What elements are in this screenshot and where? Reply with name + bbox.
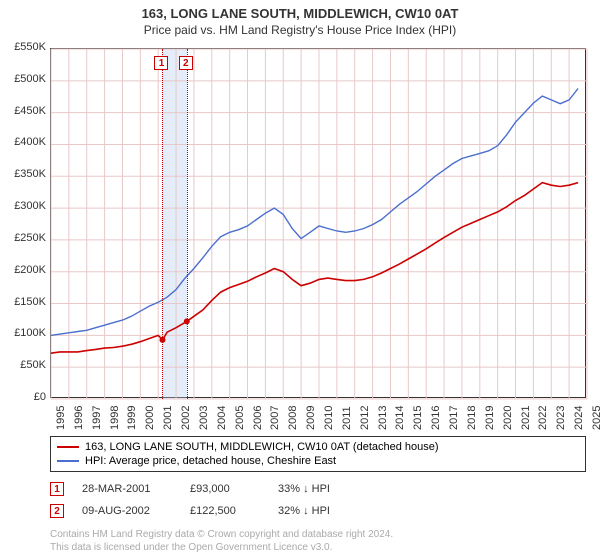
x-tick-label: 2011	[341, 406, 353, 430]
x-tick-label: 2022	[537, 406, 549, 430]
data-row-marker: 1	[50, 482, 64, 496]
marker-indicator-2: 2	[179, 56, 193, 70]
legend: 163, LONG LANE SOUTH, MIDDLEWICH, CW10 0…	[50, 436, 586, 472]
x-tick-label: 2019	[484, 406, 496, 430]
x-tick-label: 1996	[73, 406, 85, 430]
credits: Contains HM Land Registry data © Crown c…	[50, 528, 393, 554]
x-tick-label: 2013	[377, 406, 389, 430]
y-tick-label: £150K	[14, 296, 46, 308]
x-tick-label: 2016	[430, 406, 442, 430]
y-tick-label: £550K	[14, 41, 46, 53]
chart-subtitle: Price paid vs. HM Land Registry's House …	[0, 21, 600, 37]
y-tick-label: £300K	[14, 200, 46, 212]
y-tick-label: £250K	[14, 232, 46, 244]
x-tick-label: 2003	[198, 406, 210, 430]
legend-swatch	[57, 460, 79, 462]
data-row-pct: 32% ↓ HPI	[278, 505, 358, 517]
chart-svg	[51, 49, 587, 399]
x-tick-label: 2024	[573, 406, 585, 430]
x-tick-label: 2025	[591, 406, 600, 430]
x-tick-label: 2005	[234, 406, 246, 430]
marker-indicator-1: 1	[154, 56, 168, 70]
x-tick-label: 2001	[162, 406, 174, 430]
y-tick-label: £100K	[14, 327, 46, 339]
legend-item: 163, LONG LANE SOUTH, MIDDLEWICH, CW10 0…	[57, 440, 579, 454]
x-tick-label: 1999	[126, 406, 138, 430]
y-tick-label: £500K	[14, 73, 46, 85]
x-tick-label: 1997	[91, 406, 103, 430]
data-row-date: 09-AUG-2002	[82, 505, 172, 517]
x-tick-label: 2009	[305, 406, 317, 430]
x-tick-label: 2006	[252, 406, 264, 430]
y-tick-label: £450K	[14, 105, 46, 117]
data-row-pct: 33% ↓ HPI	[278, 483, 358, 495]
x-tick-label: 2007	[269, 406, 281, 430]
x-tick-label: 1998	[109, 406, 121, 430]
legend-label: HPI: Average price, detached house, Ches…	[85, 455, 336, 467]
data-row-price: £122,500	[190, 505, 260, 517]
x-tick-label: 2018	[466, 406, 478, 430]
plot-area	[50, 48, 586, 398]
data-row: 1 28-MAR-2001 £93,000 33% ↓ HPI	[50, 478, 358, 500]
x-tick-label: 2020	[502, 406, 514, 430]
y-tick-label: £50K	[20, 359, 46, 371]
x-tick-label: 2015	[412, 406, 424, 430]
x-tick-label: 2017	[448, 406, 460, 430]
data-row-date: 28-MAR-2001	[82, 483, 172, 495]
y-tick-label: £0	[34, 391, 46, 403]
data-row-price: £93,000	[190, 483, 260, 495]
x-tick-label: 2000	[144, 406, 156, 430]
data-row: 2 09-AUG-2002 £122,500 32% ↓ HPI	[50, 500, 358, 522]
x-tick-label: 1995	[55, 406, 67, 430]
marker-vline-2	[187, 49, 188, 399]
x-tick-label: 2021	[520, 406, 532, 430]
credits-line1: Contains HM Land Registry data © Crown c…	[50, 528, 393, 541]
data-row-marker: 2	[50, 504, 64, 518]
chart-container: 163, LONG LANE SOUTH, MIDDLEWICH, CW10 0…	[0, 0, 600, 560]
y-tick-label: £200K	[14, 264, 46, 276]
legend-swatch	[57, 446, 79, 448]
x-tick-label: 2002	[180, 406, 192, 430]
x-tick-label: 2012	[359, 406, 371, 430]
x-tick-label: 2008	[287, 406, 299, 430]
data-table: 1 28-MAR-2001 £93,000 33% ↓ HPI 2 09-AUG-2002…	[50, 478, 358, 522]
y-tick-label: £400K	[14, 136, 46, 148]
legend-item: HPI: Average price, detached house, Ches…	[57, 454, 579, 468]
x-tick-label: 2004	[216, 406, 228, 430]
chart-title: 163, LONG LANE SOUTH, MIDDLEWICH, CW10 0…	[0, 0, 600, 21]
y-tick-label: £350K	[14, 168, 46, 180]
x-tick-label: 2014	[394, 406, 406, 430]
legend-label: 163, LONG LANE SOUTH, MIDDLEWICH, CW10 0…	[85, 441, 439, 453]
marker-vline-1	[162, 49, 163, 399]
credits-line2: This data is licensed under the Open Gov…	[50, 541, 393, 554]
x-tick-label: 2023	[555, 406, 567, 430]
x-tick-label: 2010	[323, 406, 335, 430]
